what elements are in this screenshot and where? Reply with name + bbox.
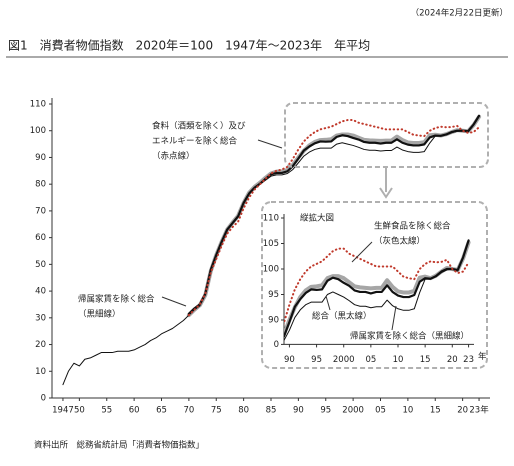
x-tick-label: 95 — [320, 406, 331, 416]
y-tick-label: 90 — [35, 153, 46, 163]
x-tick-label: 05 — [375, 406, 386, 416]
x-tick-label: 10 — [402, 406, 413, 416]
inset-y-tick-label: 110 — [263, 214, 279, 224]
leader-line — [161, 296, 187, 307]
y-tick-label: 40 — [35, 287, 46, 297]
x-tick-label: 1947 — [52, 406, 74, 416]
annotation: （赤点線） — [152, 151, 195, 162]
annotation: （灰色太線） — [374, 236, 425, 247]
series-line — [284, 247, 470, 326]
annotation: 生鮮食品を除く総合 — [374, 221, 451, 232]
inset-x-tick-label: 23 — [463, 355, 474, 365]
inset-x-tick-label: 15 — [420, 355, 431, 365]
inset-y-tick-label: 0 — [274, 340, 279, 350]
y-tick-label: 30 — [35, 313, 46, 323]
series-line — [284, 239, 470, 338]
updated-date: （2024年2月22日更新） — [411, 8, 508, 19]
annotation: 食料（酒類を除く）及び — [152, 121, 246, 132]
y-tick-label: 110 — [30, 100, 46, 110]
y-tick-label: 70 — [35, 206, 46, 216]
x-tick-label: 75 — [211, 406, 222, 416]
leader-line — [325, 295, 331, 311]
annotation: 帰属家賃を除く総合（黒細線） — [350, 331, 469, 342]
chart-title: 図1 消費者物価指数 2020年＝100 1947年～2023年 年平均 — [8, 38, 370, 53]
inset-x-tick-label: 95 — [311, 355, 322, 365]
x-tick-label: 60 — [129, 406, 140, 416]
inset-x-tick-label: 10 — [393, 355, 404, 365]
inset-x-tick-label: 2000 — [333, 355, 355, 365]
inset-x-tick-label: 05 — [365, 355, 376, 365]
annotation: 帰属家賃を除く総合 — [78, 294, 155, 305]
inset-x-unit: 年 — [478, 351, 487, 362]
series-line — [187, 119, 481, 317]
zoom-arrow-head — [379, 187, 393, 199]
source: 資料出所 総務省統計局「消費者物価指数」 — [34, 440, 204, 451]
y-tick-label: 20 — [35, 340, 46, 350]
series-line — [62, 116, 480, 386]
leader-line — [351, 241, 373, 263]
inset-title: 縦拡大図 — [300, 213, 334, 224]
inset-frame — [261, 201, 488, 369]
x-tick-label: 55 — [101, 406, 112, 416]
x-tick-label: 80 — [238, 406, 249, 416]
x-tick-label: 20 — [457, 406, 468, 416]
leader-line — [391, 305, 397, 331]
zoom-region — [284, 102, 489, 168]
x-tick-label: 23年 — [469, 405, 489, 416]
inset-plot: 0 90 95 100 105 110 90 95 2000 05 10 15 20 23 年 縦拡大図生鮮食… — [263, 213, 487, 365]
annotation: （黒細線） — [78, 309, 121, 320]
y-tick-label: 60 — [35, 233, 46, 243]
x-tick-label: 2000 — [342, 406, 364, 416]
y-tick-label: 50 — [35, 260, 46, 270]
x-tick-label: 70 — [183, 406, 194, 416]
inset-y-tick-label: 100 — [263, 265, 279, 275]
y-tick-label: 10 — [35, 367, 46, 377]
inset-x-tick-label: 90 — [284, 355, 295, 365]
annotation: 総合（黒太線） — [312, 311, 372, 322]
series-line — [284, 241, 470, 341]
x-tick-label: 50 — [74, 406, 85, 416]
inset-y-tick-label: 105 — [263, 239, 279, 249]
leader-line — [257, 139, 283, 149]
inset-x-tick-label: 20 — [447, 355, 458, 365]
inset-y-tick-label: 90 — [268, 316, 279, 326]
x-tick-label: 85 — [266, 406, 277, 416]
y-tick-label: 100 — [30, 126, 46, 136]
y-tick-label: 0 — [41, 394, 46, 404]
series-line — [284, 240, 471, 338]
x-tick-label: 15 — [430, 406, 441, 416]
y-tick-label: 80 — [35, 180, 46, 190]
x-tick-label: 90 — [293, 406, 304, 416]
x-tick-label: 65 — [156, 406, 167, 416]
annotation: エネルギーを除く総合 — [152, 136, 238, 147]
inset-y-tick-label: 95 — [268, 290, 279, 300]
